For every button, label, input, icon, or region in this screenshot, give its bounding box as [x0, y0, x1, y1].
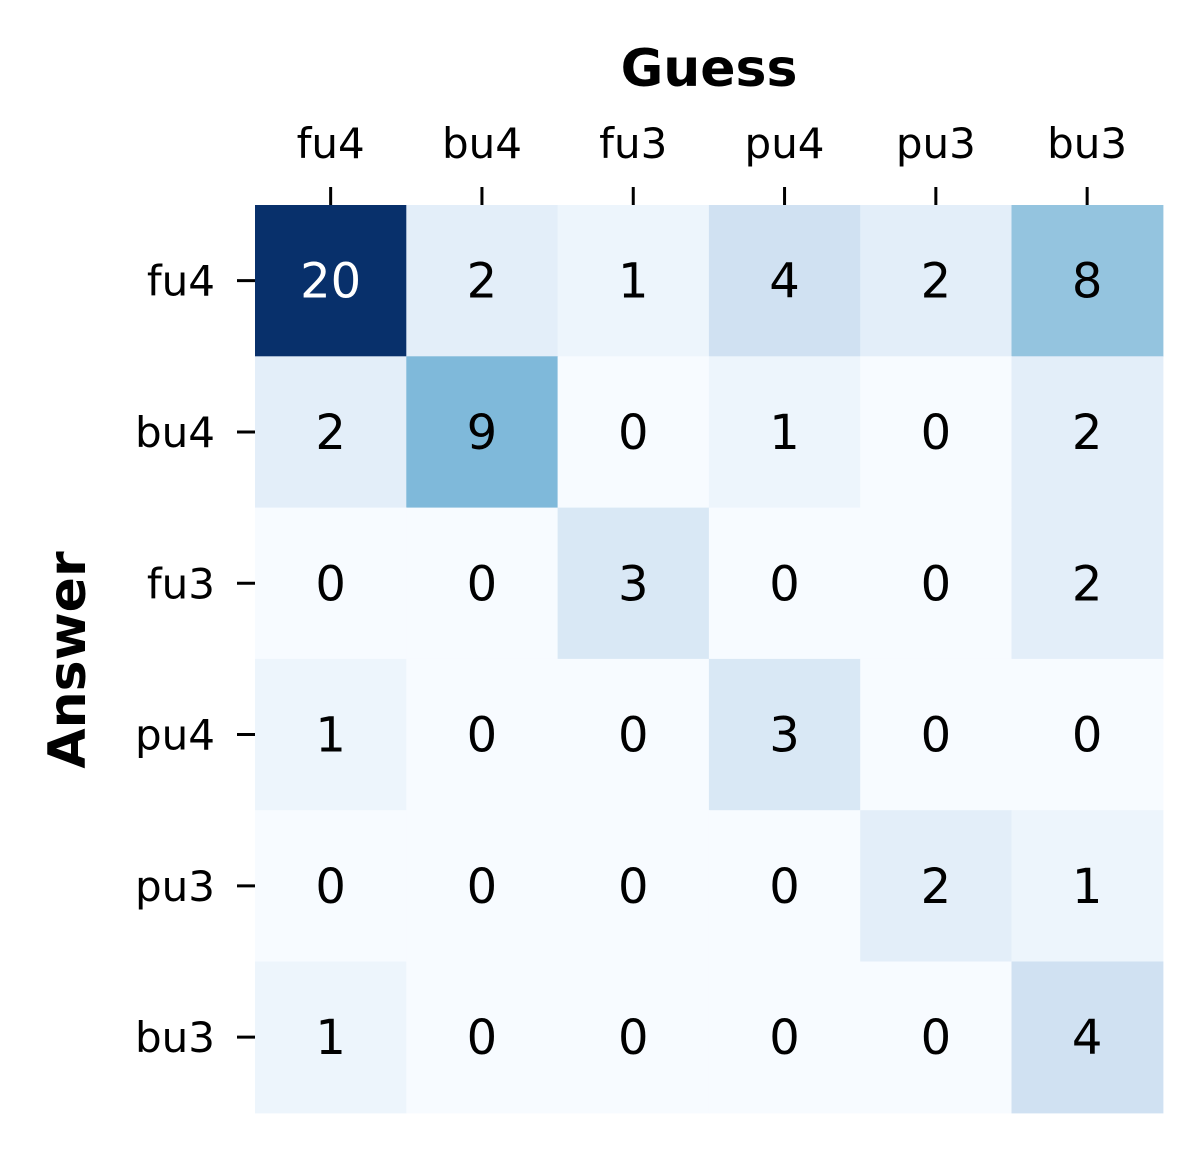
x-axis-title: Guess — [621, 39, 798, 99]
cell-value-label-r1-c1: 9 — [467, 405, 498, 461]
cell-value-label-r3-c0: 1 — [315, 708, 346, 764]
cell-value-label-r1-c4: 0 — [921, 405, 952, 461]
heatmap-cell-r4-c2 — [557, 810, 710, 963]
cell-value-label-r2-c3: 0 — [769, 556, 800, 612]
heatmap-cell-r1-c2 — [557, 356, 710, 509]
heatmap-cell-r0-c3 — [708, 205, 861, 357]
cell-value-label-r0-c1: 2 — [467, 254, 498, 310]
cell-value-label-r0-c4: 2 — [921, 254, 952, 310]
heatmap-cell-r2-c4 — [860, 507, 1013, 660]
heatmap-cell-r5-c0 — [255, 961, 407, 1114]
cell-value-label-r2-c2: 3 — [618, 556, 649, 612]
x-tick-label-4: pu3 — [896, 119, 976, 168]
heatmap-cell-r3-c2 — [557, 658, 710, 811]
heatmap-cell-r3-c5 — [1011, 658, 1164, 811]
heatmap-cell-r4-c4 — [860, 810, 1013, 963]
heatmap-cell-r1-c3 — [708, 356, 861, 509]
heatmap-cell-r1-c5 — [1011, 356, 1164, 509]
cell-value-label-r0-c5: 8 — [1072, 254, 1103, 310]
y-tick-label-5: bu3 — [135, 1013, 215, 1062]
x-axis-ticks: fu4 bu4 fu3 pu4 pu3 bu3 — [297, 119, 1127, 205]
cell-value-label-r1-c5: 2 — [1072, 405, 1103, 461]
x-tick-label-2: fu3 — [599, 119, 667, 168]
cell-value-label-r4-c3: 0 — [769, 859, 800, 915]
cell-value-label-r2-c0: 0 — [315, 556, 346, 612]
x-tick-label-3: pu4 — [745, 119, 825, 168]
heatmap-cell-r0-c2 — [557, 205, 710, 357]
heatmap-cell-r0-c1 — [406, 205, 559, 357]
cell-value-label-r1-c2: 0 — [618, 405, 649, 461]
y-tick-label-3: pu4 — [135, 711, 215, 760]
cell-value-label-r4-c1: 0 — [467, 859, 498, 915]
heatmap-cell-r2-c5 — [1011, 507, 1164, 660]
cell-value-label-r3-c5: 0 — [1072, 708, 1103, 764]
cell-value-label-r5-c4: 0 — [921, 1010, 952, 1066]
heatmap-cell-r3-c4 — [860, 658, 1013, 811]
cell-value-label-r2-c1: 0 — [467, 556, 498, 612]
cell-value-label-r4-c4: 2 — [921, 859, 952, 915]
heatmap-cell-r0-c5 — [1011, 205, 1164, 357]
heatmap-cell-r5-c1 — [406, 961, 559, 1114]
cell-value-label-r5-c1: 0 — [467, 1010, 498, 1066]
heatmap-cell-r5-c3 — [708, 961, 861, 1114]
cell-value-label-r1-c0: 2 — [315, 405, 346, 461]
heatmap-cell-r5-c2 — [557, 961, 710, 1114]
heatmap-cell-r1-c0 — [255, 356, 407, 509]
heatmap-cell-r0-c0 — [255, 205, 407, 357]
x-tick-label-1: bu4 — [442, 119, 522, 168]
cell-value-label-r3-c3: 3 — [769, 708, 800, 764]
cell-value-label-r5-c2: 0 — [618, 1010, 649, 1066]
heatmap-cell-r3-c3 — [708, 658, 861, 811]
heatmap-cell-r5-c5 — [1011, 961, 1164, 1114]
heatmap-cell-r5-c4 — [860, 961, 1013, 1114]
heatmap-cell-r3-c1 — [406, 658, 559, 811]
heatmap-cell-r2-c2 — [557, 507, 710, 660]
y-axis-title: Answer — [38, 551, 98, 769]
cell-value-label-r2-c5: 2 — [1072, 556, 1103, 612]
cell-value-label-r4-c5: 1 — [1072, 859, 1103, 915]
cell-value-label-r1-c3: 1 — [769, 405, 800, 461]
cell-value-label-r5-c5: 4 — [1072, 1010, 1103, 1066]
heatmap-cell-r4-c0 — [255, 810, 407, 963]
cell-value-label-r0-c0: 20 — [300, 254, 361, 310]
heatmap-cell-r4-c3 — [708, 810, 861, 963]
cell-value-label-r5-c3: 0 — [769, 1010, 800, 1066]
heatmap-cell-r3-c0 — [255, 658, 407, 811]
y-axis-ticks: fu4 bu4 fu3 pu4 pu3 bu3 — [135, 257, 255, 1062]
x-tick-label-0: fu4 — [297, 119, 365, 168]
cell-value-label-r4-c0: 0 — [315, 859, 346, 915]
cell-value-label-r0-c2: 1 — [618, 254, 649, 310]
heatmap-cell-r4-c5 — [1011, 810, 1164, 963]
cell-value-label-r3-c2: 0 — [618, 708, 649, 764]
heatmap-cell-r4-c1 — [406, 810, 559, 963]
heatmap-cell-r2-c3 — [708, 507, 861, 660]
x-tick-label-5: bu3 — [1047, 119, 1127, 168]
heatmap-cell-r2-c1 — [406, 507, 559, 660]
heatmap-cell-r2-c0 — [255, 507, 407, 660]
heatmap-cell-r1-c1 — [406, 356, 559, 509]
heatmap-cell-r1-c4 — [860, 356, 1013, 509]
cell-value-label-r5-c0: 1 — [315, 1010, 346, 1066]
y-tick-label-2: fu3 — [147, 559, 215, 608]
cell-value-label-r4-c2: 0 — [618, 859, 649, 915]
cell-value-label-r3-c1: 0 — [467, 708, 498, 764]
heatmap-cell-r0-c4 — [860, 205, 1013, 357]
cell-value-label-r2-c4: 0 — [921, 556, 952, 612]
y-tick-label-0: fu4 — [147, 257, 215, 306]
cell-value-label-r0-c3: 4 — [769, 254, 800, 310]
cell-value-label-r3-c4: 0 — [921, 708, 952, 764]
y-tick-label-1: bu4 — [135, 408, 215, 457]
heatmap-cells: 20 2 1 4 2 82 9 0 1 0 20 0 3 0 0 21 0 0 3 0 00 0 0 0 2 11 0 0 0 0 4 — [255, 205, 1164, 1114]
y-tick-label-4: pu3 — [135, 862, 215, 911]
